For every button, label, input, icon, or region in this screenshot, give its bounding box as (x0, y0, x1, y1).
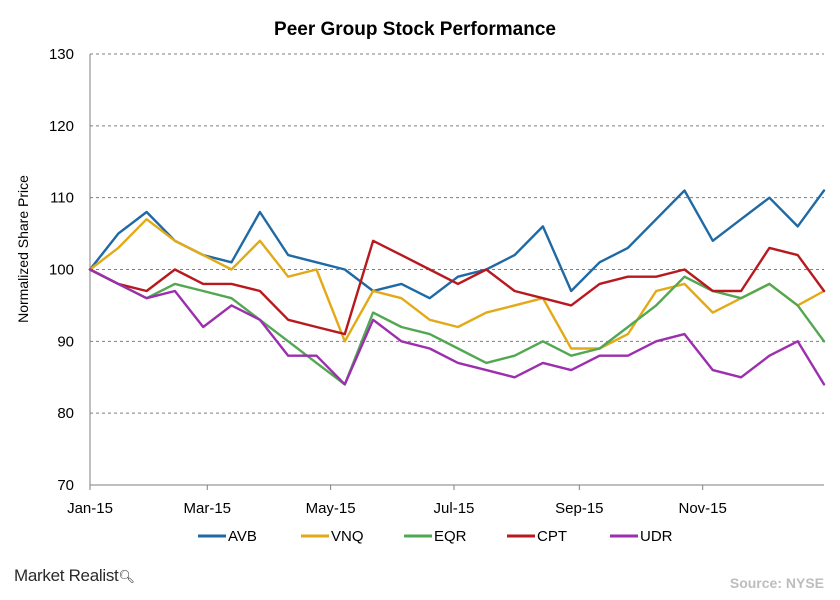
chart-title: Peer Group Stock Performance (274, 19, 556, 40)
series-lines (88, 189, 826, 386)
series-line-vnq (88, 217, 826, 350)
brand-name: Market Realist (14, 566, 119, 585)
y-axis-ticks: 70 80 90 100 110 120 130 (49, 46, 74, 494)
x-tick-label: Jan-15 (67, 500, 113, 517)
y-tick-label: 90 (57, 333, 74, 350)
x-tick-label: May-15 (306, 500, 356, 517)
x-axis-ticks: Jan-15 Mar-15 May-15 Jul-15 Sep-15 Nov-15 (67, 485, 727, 517)
x-tick-label: Nov-15 (678, 500, 726, 517)
magnifier-icon: 🔍︎ (118, 569, 135, 584)
series-line-cpt (88, 239, 826, 336)
series-line-udr (88, 268, 826, 386)
legend: AVB VNQ EQR CPT UDR (198, 528, 673, 545)
y-tick-label: 100 (49, 262, 74, 279)
legend-label-vnq: VNQ (331, 528, 364, 545)
x-tick-label: Mar-15 (184, 500, 232, 517)
legend-label-eqr: EQR (434, 528, 467, 545)
y-tick-label: 120 (49, 118, 74, 135)
series-line-avb (88, 189, 826, 300)
y-axis-label: Normalized Share Price (15, 175, 31, 323)
y-tick-label: 110 (50, 190, 74, 207)
x-tick-label: Sep-15 (555, 500, 603, 517)
y-tick-label: 80 (57, 405, 74, 422)
source-note: Source: NYSE (729, 575, 824, 591)
legend-label-avb: AVB (228, 528, 257, 545)
brand-logo: Market Realist🔍︎ (14, 566, 135, 586)
legend-label-udr: UDR (640, 528, 673, 545)
gridlines (90, 53, 824, 414)
x-tick-label: Jul-15 (434, 500, 475, 517)
y-tick-label: 130 (49, 46, 74, 63)
legend-label-cpt: CPT (537, 528, 567, 545)
y-tick-label: 70 (57, 477, 74, 494)
series-line-eqr (88, 268, 826, 386)
